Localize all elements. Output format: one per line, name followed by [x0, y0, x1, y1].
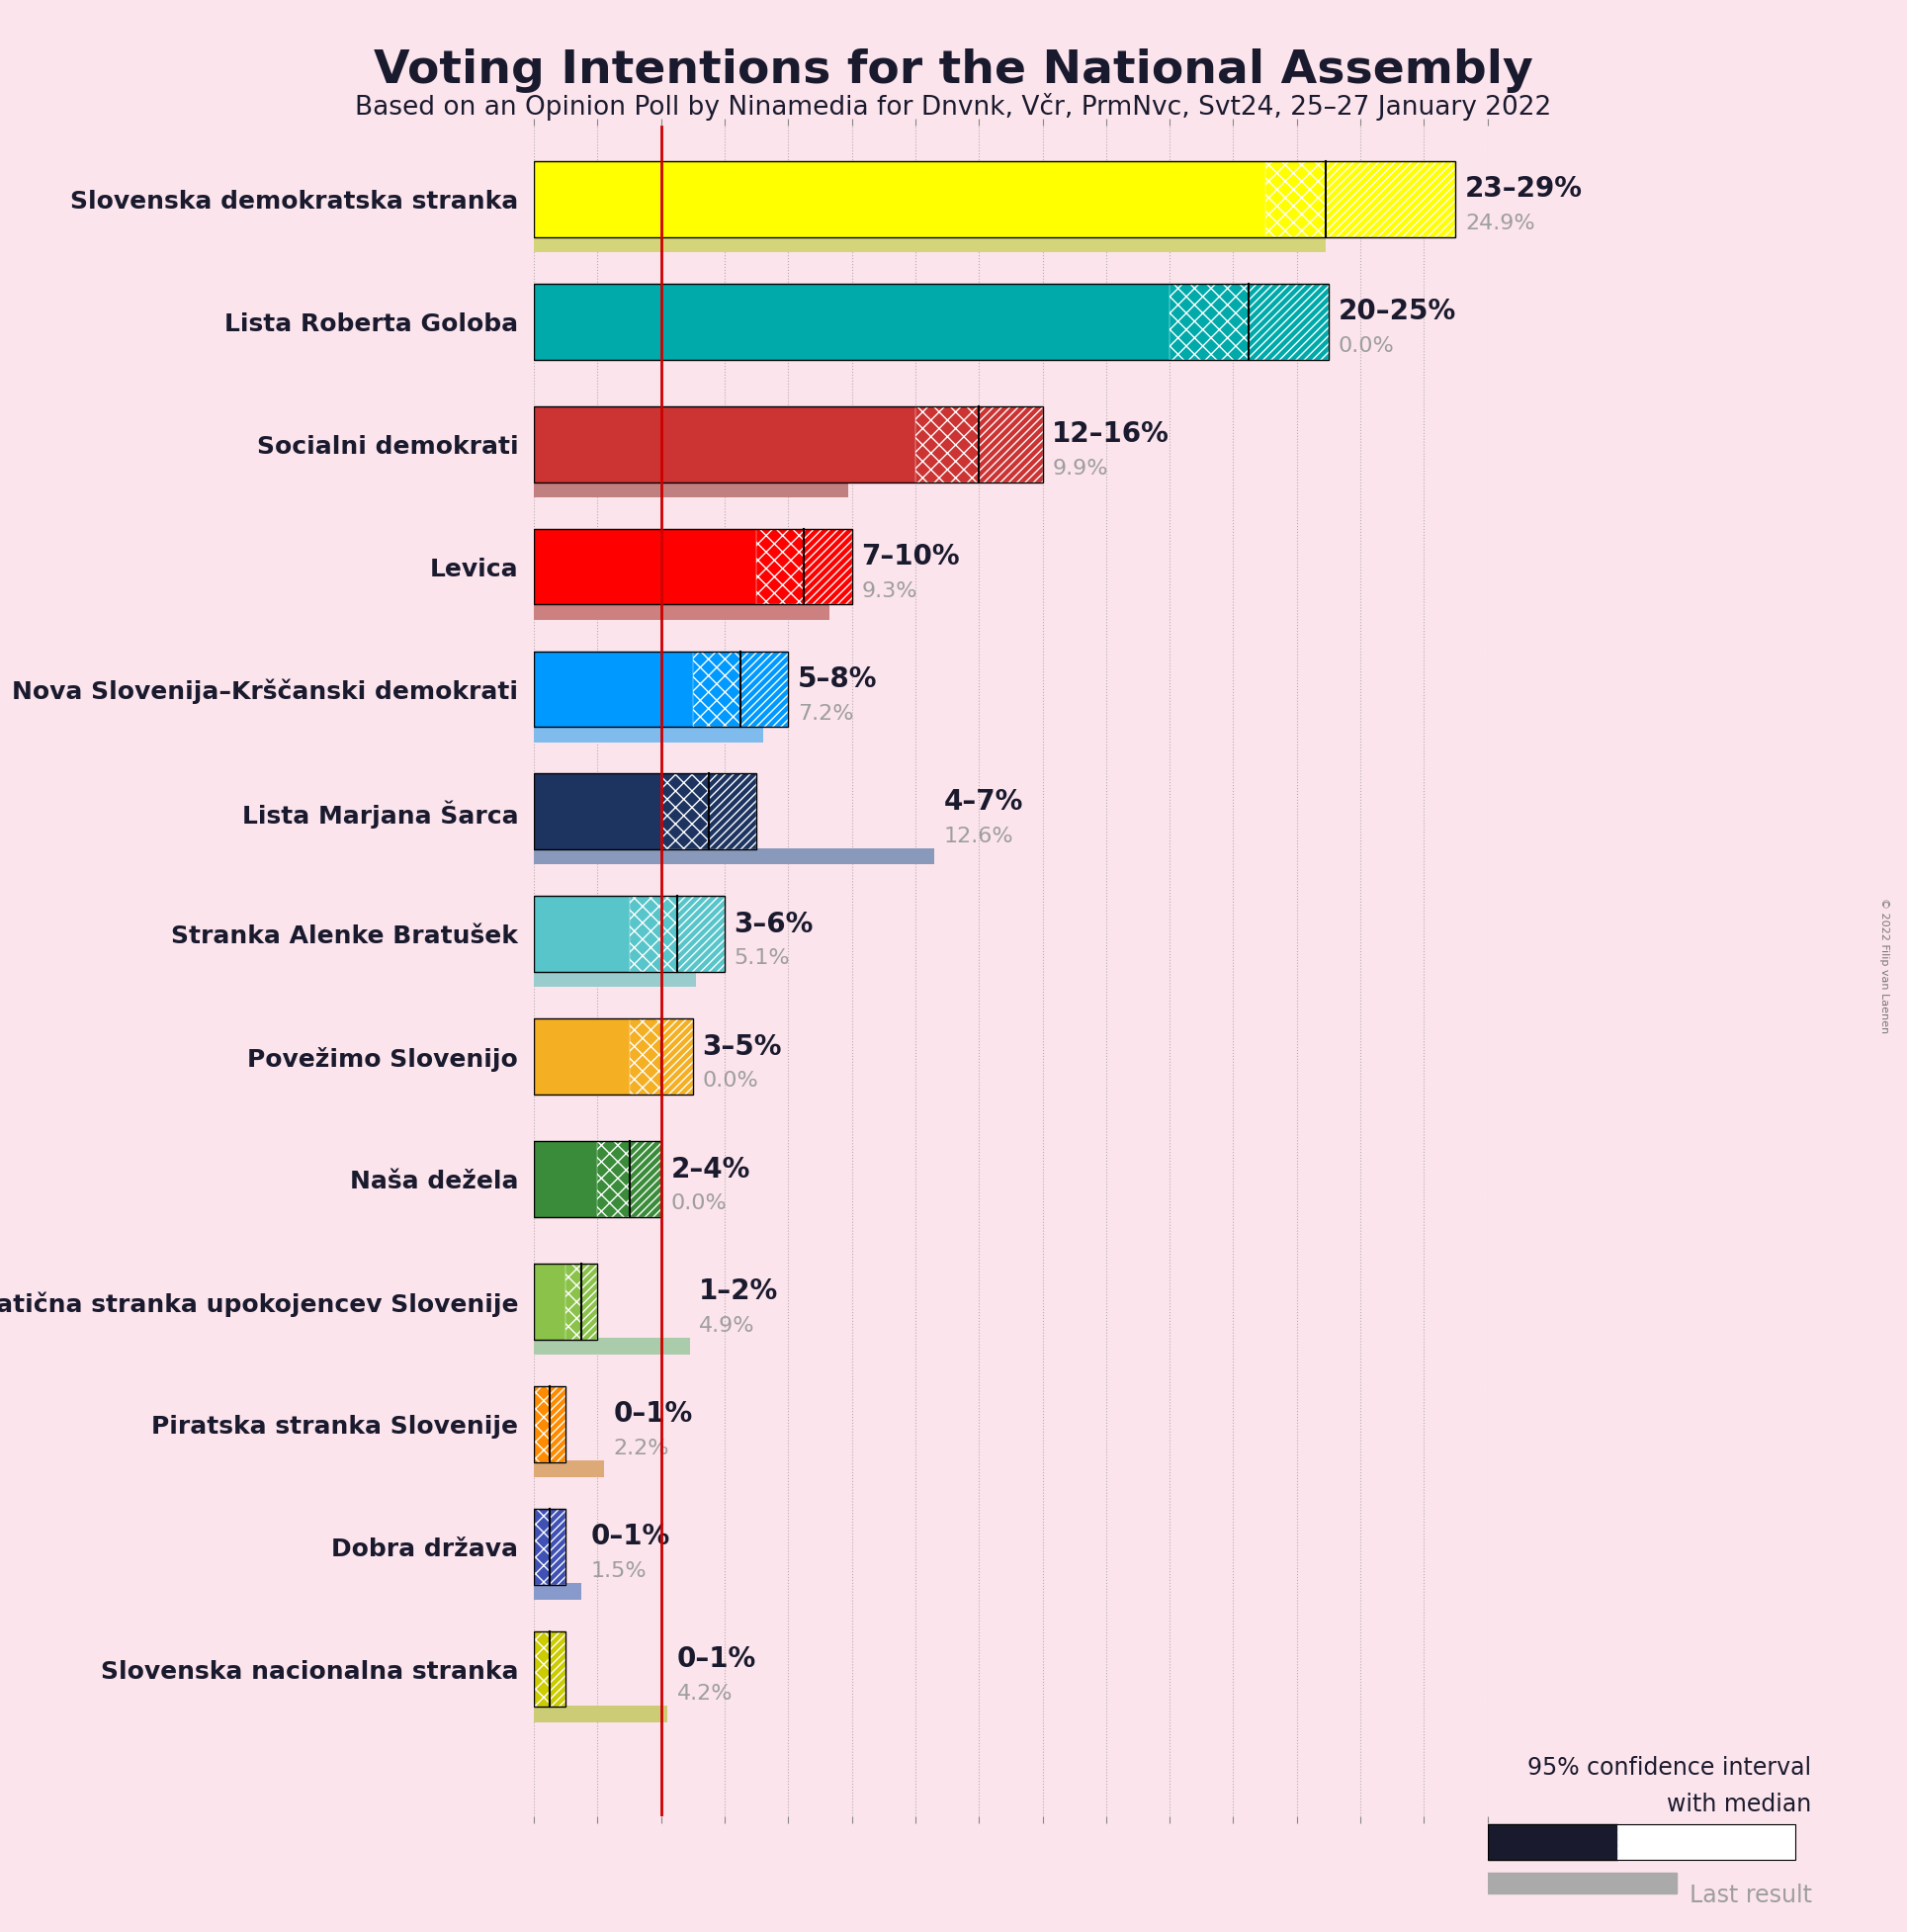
Text: with median: with median	[1667, 1793, 1812, 1816]
Text: 0.0%: 0.0%	[671, 1194, 727, 1213]
Text: 5.1%: 5.1%	[734, 949, 789, 968]
Text: © 2022 Filip van Laenen: © 2022 Filip van Laenen	[1878, 898, 1890, 1034]
Bar	[549, 1509, 566, 1584]
Text: 95% confidence interval: 95% confidence interval	[1528, 1756, 1812, 1779]
Text: 0–1%: 0–1%	[591, 1522, 671, 1551]
Bar	[1169, 284, 1249, 359]
Text: 2.2%: 2.2%	[614, 1439, 669, 1459]
Bar	[534, 1337, 690, 1354]
Bar	[549, 1385, 566, 1463]
Bar	[534, 651, 788, 726]
Bar	[582, 1264, 597, 1339]
Bar	[978, 406, 1043, 483]
Bar	[534, 1018, 692, 1095]
Bar	[692, 651, 740, 726]
Bar	[915, 406, 978, 483]
Bar	[629, 1142, 662, 1217]
Text: 4–7%: 4–7%	[944, 788, 1024, 815]
Bar	[534, 1264, 597, 1339]
Bar	[534, 1018, 629, 1095]
Bar	[534, 1385, 549, 1463]
Bar	[534, 160, 1455, 238]
Bar	[534, 236, 1325, 251]
Bar	[534, 896, 629, 972]
Bar	[1617, 1824, 1707, 1861]
Text: 3–6%: 3–6%	[734, 910, 814, 939]
Bar	[534, 1582, 582, 1600]
Bar	[534, 1264, 566, 1339]
Text: 4.2%: 4.2%	[677, 1683, 732, 1704]
Bar	[534, 1631, 549, 1708]
Bar	[1264, 160, 1325, 238]
Bar	[534, 529, 757, 605]
Bar	[629, 896, 677, 972]
Bar	[534, 1509, 566, 1584]
Text: 4.9%: 4.9%	[700, 1316, 755, 1335]
Text: 23–29%: 23–29%	[1465, 176, 1583, 203]
Text: 5–8%: 5–8%	[797, 665, 877, 694]
Text: 3–5%: 3–5%	[702, 1034, 782, 1061]
Text: 1.5%: 1.5%	[591, 1561, 646, 1580]
Bar	[534, 1142, 597, 1217]
Bar	[662, 773, 709, 850]
Bar	[549, 1631, 566, 1708]
Text: Last result: Last result	[1690, 1884, 1812, 1907]
Text: 9.9%: 9.9%	[1053, 458, 1108, 479]
Bar	[534, 1461, 605, 1478]
Bar	[1487, 1824, 1617, 1861]
Bar	[677, 896, 725, 972]
Bar	[534, 896, 725, 972]
Bar	[1487, 1824, 1796, 1861]
Bar	[757, 529, 805, 605]
Bar	[534, 1631, 566, 1708]
Text: 20–25%: 20–25%	[1339, 298, 1455, 327]
Bar	[534, 970, 696, 987]
Text: 7–10%: 7–10%	[862, 543, 959, 570]
Bar	[1487, 1874, 1676, 1893]
Bar	[534, 773, 662, 850]
Bar	[534, 1142, 662, 1217]
Bar	[534, 284, 1329, 359]
Bar	[597, 1142, 629, 1217]
Text: 2–4%: 2–4%	[671, 1155, 749, 1182]
Bar	[662, 1018, 692, 1095]
Bar	[534, 773, 757, 850]
Text: 7.2%: 7.2%	[797, 703, 854, 723]
Text: 12–16%: 12–16%	[1053, 421, 1169, 448]
Bar	[534, 406, 1043, 483]
Bar	[1707, 1824, 1796, 1861]
Text: 0–1%: 0–1%	[614, 1401, 692, 1428]
Text: Based on an Opinion Poll by Ninamedia for Dnvnk, Včr, PrmNvc, Svt24, 25–27 Janua: Based on an Opinion Poll by Ninamedia fo…	[355, 93, 1552, 120]
Bar	[534, 1385, 566, 1463]
Bar	[1325, 160, 1455, 238]
Text: 24.9%: 24.9%	[1465, 214, 1535, 234]
Text: 0.0%: 0.0%	[702, 1070, 759, 1092]
Bar	[566, 1264, 582, 1339]
Bar	[534, 406, 915, 483]
Bar	[534, 651, 692, 726]
Bar	[534, 284, 1169, 359]
Bar	[534, 529, 852, 605]
Text: 0.0%: 0.0%	[1339, 336, 1394, 355]
Text: 12.6%: 12.6%	[944, 827, 1015, 846]
Text: 9.3%: 9.3%	[862, 582, 917, 601]
Bar	[534, 848, 934, 866]
Bar	[534, 724, 763, 742]
Bar	[534, 1706, 667, 1721]
Bar	[534, 160, 1264, 238]
Bar	[1249, 284, 1329, 359]
Bar	[534, 1509, 549, 1584]
Text: 0–1%: 0–1%	[677, 1646, 757, 1673]
Bar	[629, 1018, 662, 1095]
Bar	[534, 603, 830, 620]
Bar	[534, 481, 849, 497]
Bar	[740, 651, 788, 726]
Text: Voting Intentions for the National Assembly: Voting Intentions for the National Assem…	[374, 48, 1533, 93]
Text: 1–2%: 1–2%	[700, 1277, 778, 1306]
Bar	[805, 529, 852, 605]
Bar	[709, 773, 757, 850]
